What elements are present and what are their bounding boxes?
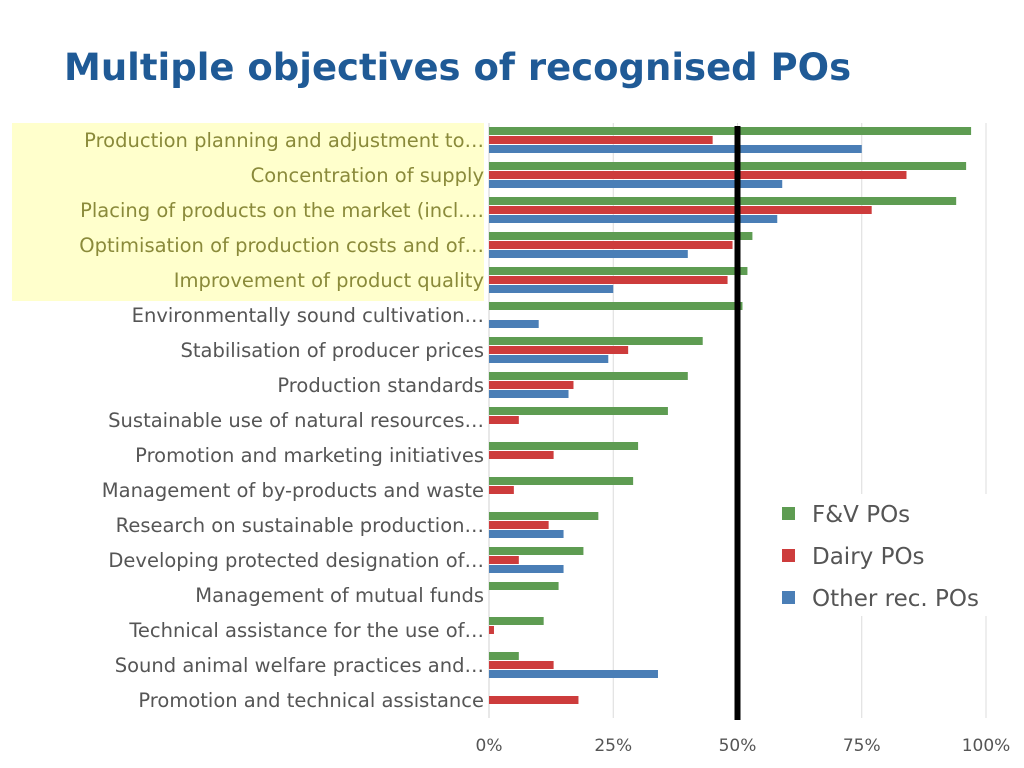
highlight-box [12,123,484,301]
bar-other [489,390,569,398]
bar-other [489,320,539,328]
legend-swatch [782,591,795,604]
bar-fv [489,232,753,240]
bar-dairy [489,626,494,634]
bar-fv [489,197,957,205]
category-label: Optimisation of production costs and of… [79,234,484,257]
bar-other [489,565,564,573]
bar-dairy [489,486,514,494]
category-label: Technical assistance for the use of… [128,619,484,642]
category-label: Promotion and technical assistance [138,689,484,712]
x-tick-label: 0% [476,736,503,756]
bar-other [489,285,614,293]
bar-dairy [489,661,554,669]
category-label: Production standards [277,374,484,397]
bar-fv [489,617,544,625]
bar-dairy [489,556,519,564]
x-axis-tick-labels: 0% 25% 50% 75% 100% [476,736,1011,756]
slide-title: Multiple objectives of recognised POs [64,46,852,89]
bar-fv [489,337,703,345]
category-label: Environmentally sound cultivation… [132,304,484,327]
legend: F&V POs Dairy POs Other rec. POs [770,494,1010,616]
bar-fv [489,652,519,660]
bar-fv [489,267,748,275]
bar-fv [489,442,639,450]
legend-background [770,494,1010,616]
bar-other [489,145,862,153]
bar-dairy [489,241,733,249]
highlight-box-layer [12,123,484,301]
bar-fv [489,582,559,590]
x-tick-label: 50% [719,736,757,756]
category-labels: Production planning and adjustment to… Co… [79,129,484,712]
bar-dairy [489,136,713,144]
bar-dairy [489,416,519,424]
legend-label: Dairy POs [812,544,925,570]
x-tick-label: 75% [843,736,881,756]
category-label: Sustainable use of natural resources… [108,409,484,432]
bar-other [489,180,783,188]
x-tick-label: 25% [594,736,632,756]
bar-fv [489,372,688,380]
bar-fv [489,302,743,310]
bar-fv [489,547,584,555]
bar-dairy [489,521,549,529]
category-label: Improvement of product quality [174,269,484,292]
category-label: Sound animal welfare practices and… [115,654,484,677]
x-tick-label: 100% [962,736,1011,756]
legend-label: Other rec. POs [812,586,979,612]
category-label: Management of mutual funds [195,584,484,607]
bar-fv [489,512,599,520]
bar-fv [489,407,668,415]
category-label: Research on sustainable production… [116,514,484,537]
bar-fv [489,127,972,135]
bar-other [489,355,609,363]
bar-dairy [489,696,579,704]
bars [489,127,972,704]
category-label: Production planning and adjustment to… [84,129,484,152]
legend-swatch [782,549,795,562]
category-label: Developing protected designation of… [108,549,484,572]
bar-dairy [489,171,907,179]
bar-other [489,670,658,678]
category-label: Promotion and marketing initiatives [135,444,484,467]
bar-dairy [489,451,554,459]
category-label: Stabilisation of producer prices [180,339,484,362]
bar-dairy [489,381,574,389]
bar-other [489,530,564,538]
category-label: Placing of products on the market (incl.… [80,199,484,222]
bar-dairy [489,276,728,284]
bar-dairy [489,346,629,354]
category-label: Concentration of supply [251,164,484,187]
bar-other [489,215,778,223]
legend-label: F&V POs [812,502,910,528]
legend-swatch [782,507,795,520]
bar-fv [489,477,634,485]
category-label: Management of by-products and waste [102,479,484,502]
bar-dairy [489,206,872,214]
bar-other [489,250,688,258]
bar-fv [489,162,967,170]
